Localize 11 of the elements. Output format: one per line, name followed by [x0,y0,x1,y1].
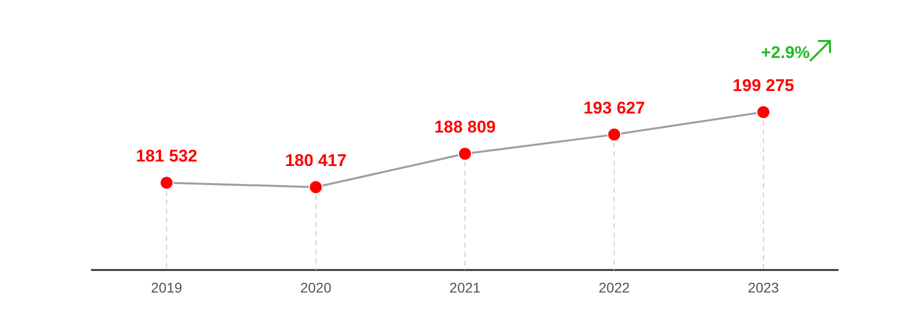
data-label: 199 275 [732,76,794,96]
text: +2.9% [761,43,810,62]
data-label: 188 809 [434,118,496,137]
data-label: 193 627 [583,98,645,118]
x-tick-label: 2020 [300,279,332,296]
data-label: 180 417 [285,151,347,170]
x-tick-label: 2019 [151,279,182,296]
x-tick-label: 2021 [449,279,481,296]
x-tick-label: 2022 [598,279,630,296]
data-label: 181 532 [136,146,198,166]
x-tick-label: 2023 [748,279,780,296]
